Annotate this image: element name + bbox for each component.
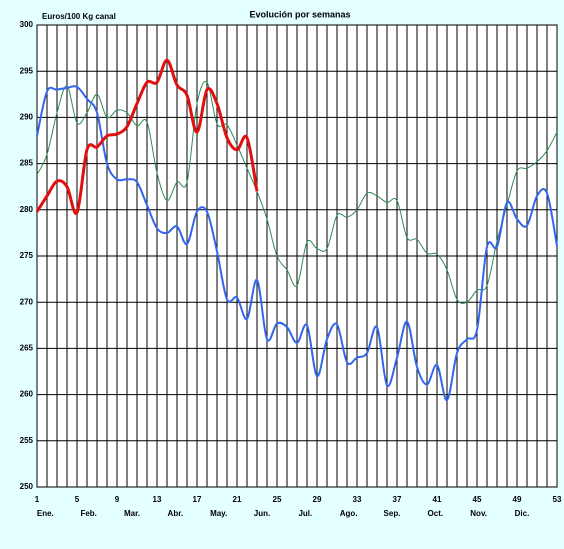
month-label: Oct. (428, 509, 444, 518)
y-tick-label: 300 (20, 20, 34, 29)
x-tick-label: 21 (233, 495, 242, 504)
y-tick-label: 260 (20, 390, 34, 399)
x-tick-label: 13 (153, 495, 162, 504)
series-line (35, 58, 259, 215)
x-tick-label: 25 (273, 495, 282, 504)
y-tick-label: 250 (20, 482, 34, 491)
chart-title: Evolución por semanas (249, 9, 350, 19)
y-tick-label: 265 (20, 344, 34, 353)
month-label: Sep. (384, 509, 401, 518)
x-tick-label: 49 (513, 495, 522, 504)
month-label: Jul. (298, 509, 312, 518)
month-label: Ago. (340, 509, 358, 518)
month-label: Dic. (515, 509, 530, 518)
x-tick-label: 45 (473, 495, 482, 504)
x-tick-label: 9 (115, 495, 120, 504)
month-label: May. (210, 509, 227, 518)
series-line (36, 85, 558, 402)
month-label: Nov. (470, 509, 487, 518)
x-tick-label: 37 (393, 495, 402, 504)
y-tick-label: 280 (20, 205, 34, 214)
x-tick-label: 17 (193, 495, 202, 504)
series-line (36, 81, 558, 304)
x-tick-label: 5 (75, 495, 80, 504)
plot-border (36, 24, 558, 488)
y-axis-label: Euros/100 Kg canal (42, 12, 116, 21)
x-tick-label: 53 (553, 495, 562, 504)
month-label: Feb. (80, 509, 96, 518)
x-tick-label: 29 (313, 495, 322, 504)
x-tick-label: 1 (35, 495, 40, 504)
month-label: Jun. (254, 509, 270, 518)
month-label: Ene. (37, 509, 54, 518)
y-tick-label: 285 (20, 159, 34, 168)
y-tick-label: 290 (20, 113, 34, 122)
y-tick-label: 270 (20, 297, 34, 306)
y-tick-label: 295 (20, 66, 34, 75)
month-label: Abr. (168, 509, 184, 518)
x-tick-label: 33 (353, 495, 362, 504)
x-tick-label: 41 (433, 495, 442, 504)
y-tick-label: 255 (20, 436, 34, 445)
month-label: Mar. (124, 509, 140, 518)
y-tick-label: 275 (20, 251, 34, 260)
